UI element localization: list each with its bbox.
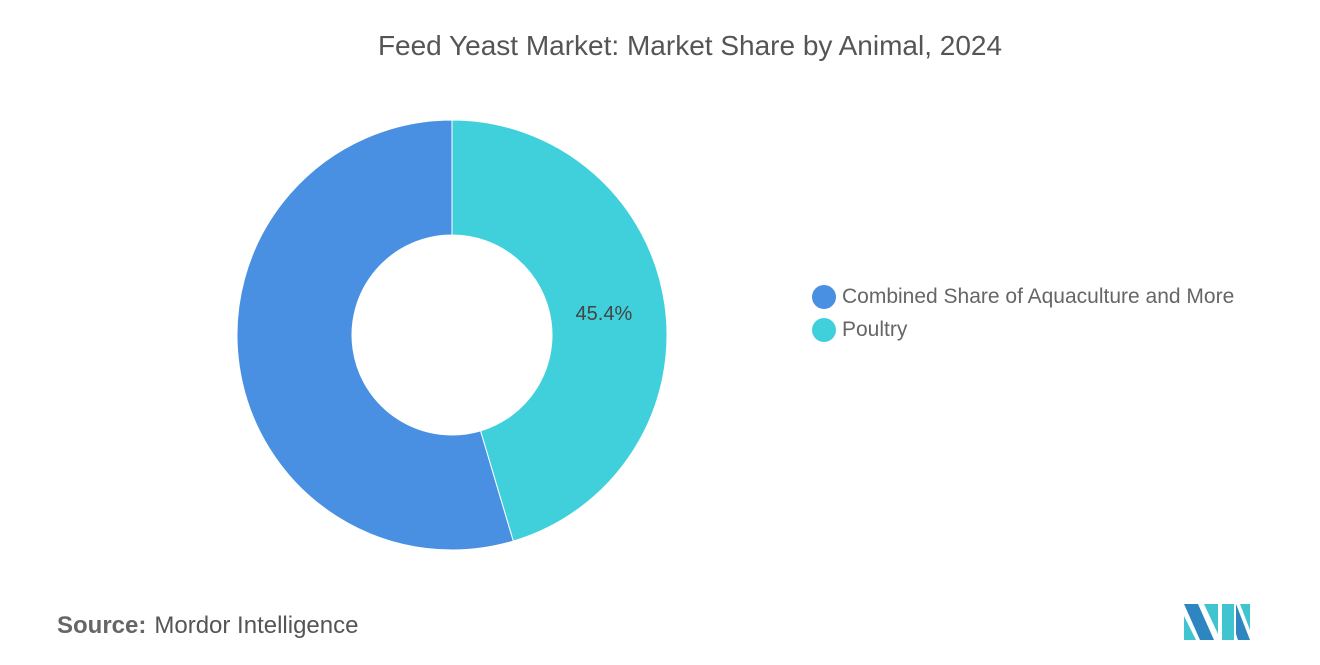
legend-label: Poultry xyxy=(842,318,908,341)
source-label: Source: xyxy=(57,612,147,639)
legend-item-aquaculture[interactable]: Combined Share of Aquaculture and More xyxy=(812,285,1234,309)
slice-combined-share-of-aquaculture-and-more[interactable] xyxy=(236,119,514,551)
legend-label: Combined Share of Aquaculture and More xyxy=(842,285,1235,308)
legend-swatch xyxy=(812,285,836,309)
legend-item-poultry[interactable]: Poultry xyxy=(812,318,907,342)
slice-poultry[interactable] xyxy=(451,119,668,542)
mordor-intelligence-logo xyxy=(1184,604,1250,640)
source-value: Mordor Intelligence xyxy=(154,612,359,639)
legend-swatch xyxy=(812,318,836,342)
data-label: 45.4% xyxy=(576,303,633,325)
source-note: Source: Mordor Intelligence xyxy=(57,612,358,640)
chart-title: Feed Yeast Market: Market Share by Anima… xyxy=(377,30,1003,61)
